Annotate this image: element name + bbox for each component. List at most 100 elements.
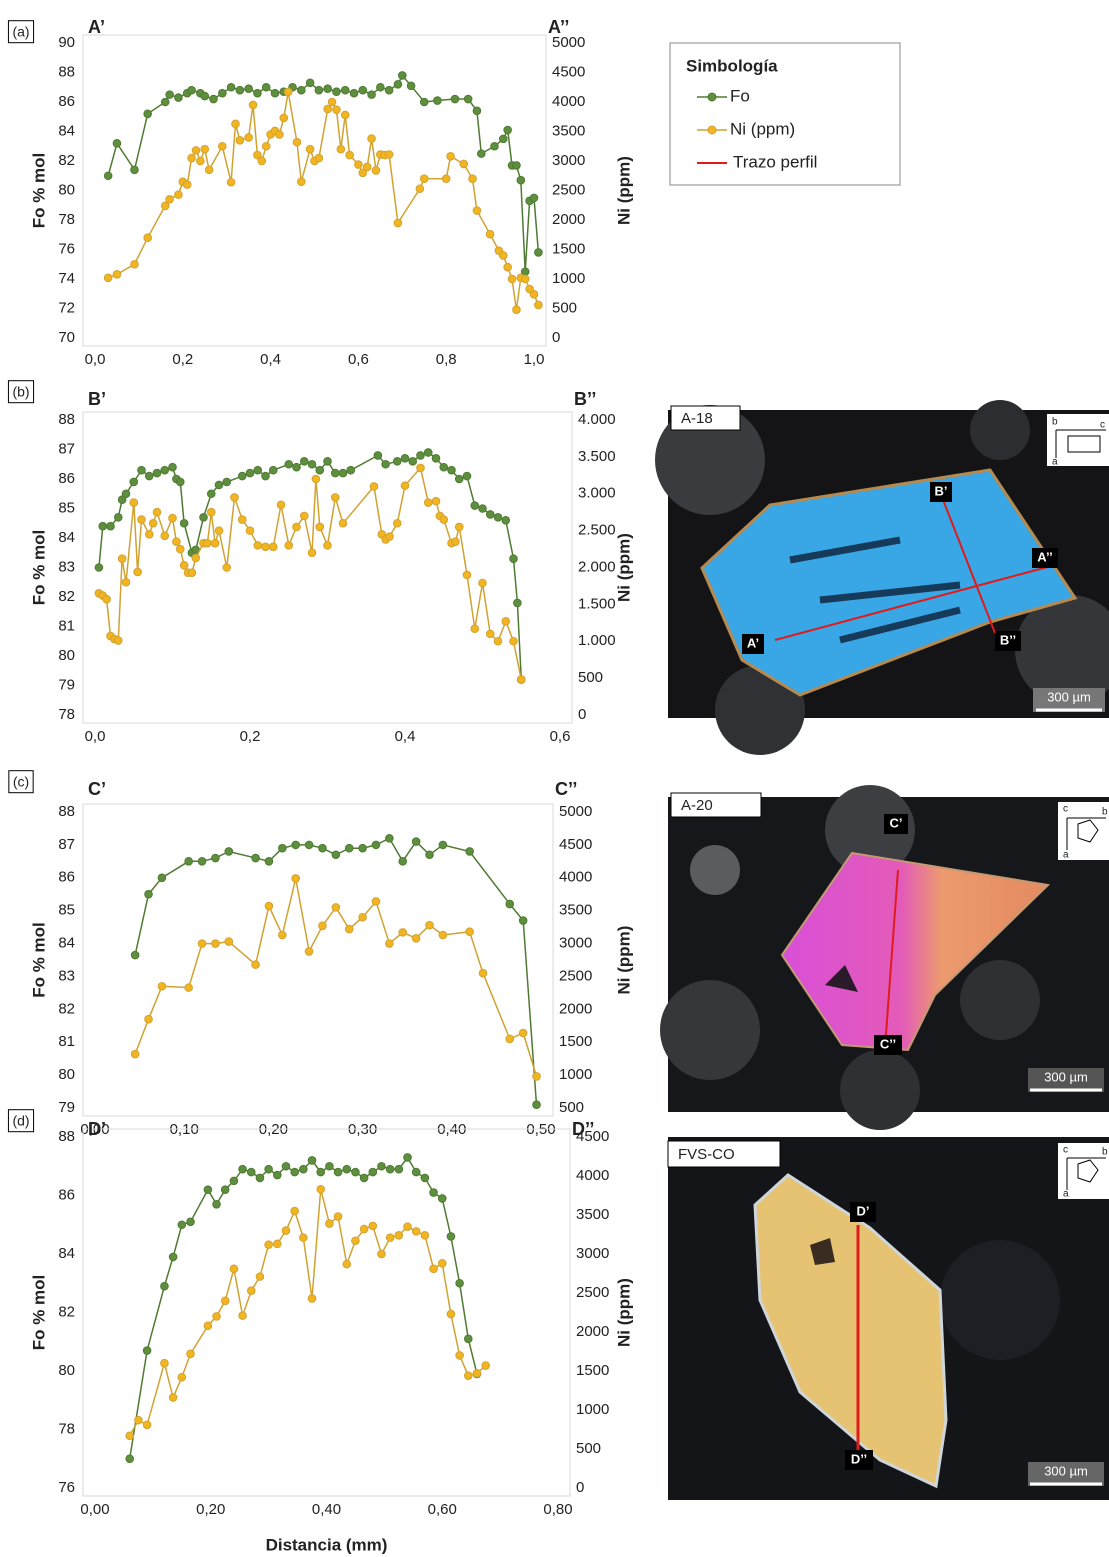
- data-point: [324, 542, 332, 550]
- y2-tick-label: 500: [576, 1440, 601, 1457]
- data-point: [277, 501, 285, 509]
- data-point: [386, 835, 394, 843]
- data-point: [432, 455, 440, 463]
- data-point: [417, 452, 425, 460]
- data-point: [499, 135, 507, 143]
- data-point: [265, 1241, 273, 1249]
- data-point: [204, 539, 212, 547]
- data-point: [254, 89, 262, 97]
- y2-tick-label: 4000: [576, 1167, 609, 1184]
- marker-label: A’’: [1037, 549, 1052, 564]
- x-tick-label: 0,80: [543, 1501, 572, 1518]
- data-point: [183, 181, 191, 189]
- data-point: [315, 154, 323, 162]
- y2-tick-label: 0: [576, 1479, 584, 1496]
- y2-tick-label: 0: [552, 329, 560, 346]
- y-tick-label: 87: [58, 440, 75, 457]
- marker-label: B’: [935, 483, 948, 498]
- x-tick-label: 0,2: [172, 351, 193, 368]
- scale-label: 300 µm: [1047, 689, 1091, 704]
- y2-tick-label: 2000: [559, 1000, 592, 1017]
- data-point: [252, 854, 260, 862]
- data-point: [169, 463, 177, 471]
- data-point: [145, 531, 153, 539]
- data-point: [262, 142, 270, 150]
- axis-letter: c: [1063, 804, 1068, 815]
- data-point: [215, 481, 223, 489]
- data-point: [126, 1432, 134, 1440]
- data-point: [315, 86, 323, 94]
- axis-letter: a: [1052, 457, 1058, 468]
- data-point: [103, 595, 111, 603]
- data-point: [176, 478, 184, 486]
- data-point: [300, 1234, 308, 1242]
- data-point: [135, 1416, 143, 1424]
- axis-letter: b: [1102, 807, 1108, 818]
- data-point: [207, 508, 215, 516]
- data-point: [225, 848, 233, 856]
- data-point: [292, 875, 300, 883]
- data-point: [306, 145, 314, 153]
- data-point: [399, 72, 407, 80]
- data-point: [122, 578, 130, 586]
- data-point: [215, 527, 223, 535]
- data-point: [513, 306, 521, 314]
- profile-start-label: B’: [88, 389, 106, 409]
- page: {"chart_data": [ {"type": "line", "panel…: [0, 0, 1109, 1557]
- data-point: [439, 931, 447, 939]
- y2-tick-label: 3500: [576, 1206, 609, 1223]
- data-point: [131, 166, 139, 174]
- data-point: [535, 249, 543, 257]
- data-point: [494, 514, 502, 522]
- data-point: [205, 166, 213, 174]
- data-point: [333, 106, 341, 114]
- data-point: [519, 917, 527, 925]
- data-point: [279, 931, 287, 939]
- data-point: [173, 538, 181, 546]
- data-point: [334, 1213, 342, 1221]
- y2-tick-label: 5000: [552, 34, 585, 51]
- data-point: [138, 516, 146, 524]
- data-point: [145, 1015, 153, 1023]
- y-tick-label: 72: [58, 299, 75, 316]
- y-tick-label: 82: [58, 152, 75, 169]
- data-point: [225, 938, 233, 946]
- y-axis-title: Fo % mol: [29, 1275, 48, 1351]
- y-tick-label: 82: [58, 1303, 75, 1320]
- data-point: [442, 175, 450, 183]
- data-point: [421, 1231, 429, 1239]
- data-point: [352, 1237, 360, 1245]
- y2-tick-label: 4000: [552, 93, 585, 110]
- data-point: [176, 545, 184, 553]
- data-point: [95, 564, 103, 572]
- data-point: [420, 175, 428, 183]
- data-point: [245, 134, 253, 142]
- marker-label: D’’: [851, 1451, 867, 1466]
- data-point: [271, 89, 279, 97]
- data-point: [360, 1225, 368, 1233]
- marker-label: D’: [857, 1203, 870, 1218]
- photo-texture: [970, 400, 1030, 460]
- data-point: [432, 497, 440, 505]
- data-point: [187, 1350, 195, 1358]
- y2-tick-label: 1500: [552, 240, 585, 257]
- y-tick-label: 83: [58, 967, 75, 984]
- data-point: [409, 458, 417, 466]
- micrograph-a20: A-20 C’ C’’ 300 µm c b a: [660, 785, 1109, 1130]
- data-point: [212, 940, 220, 948]
- y-tick-label: 90: [58, 34, 75, 51]
- data-point: [308, 1157, 316, 1165]
- data-point: [316, 523, 324, 531]
- y-tick-label: 85: [58, 902, 75, 919]
- data-point: [345, 844, 353, 852]
- x-axis-title: Distancia (mm): [266, 1535, 388, 1554]
- sample-label: A-20: [681, 797, 713, 814]
- data-point: [491, 142, 499, 150]
- data-point: [517, 676, 525, 684]
- data-point: [113, 270, 121, 278]
- data-point: [447, 1233, 455, 1241]
- data-point: [276, 131, 284, 139]
- y2-tick-label: 3.000: [578, 485, 616, 502]
- series-line: [135, 838, 536, 1104]
- data-point: [319, 844, 327, 852]
